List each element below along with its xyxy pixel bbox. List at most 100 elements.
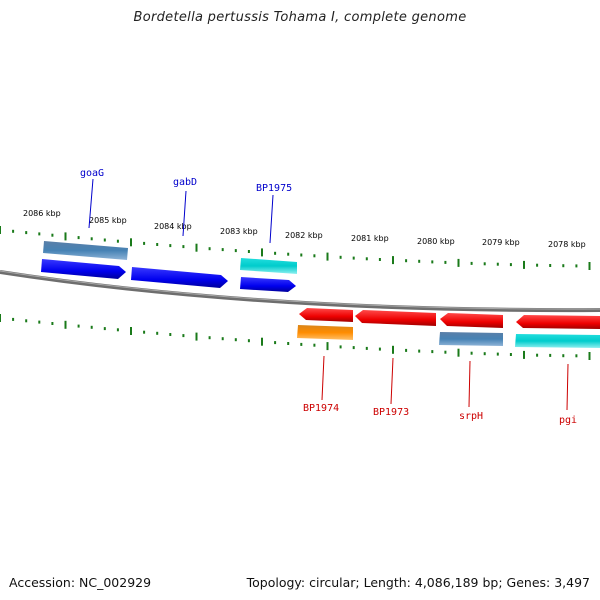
minor-tick [51, 322, 54, 325]
major-tick [392, 345, 394, 354]
minor-tick [143, 330, 146, 334]
minor-tick [103, 238, 106, 242]
minor-tick [116, 239, 119, 243]
cds-arrow-gabD[interactable] [131, 267, 228, 288]
gene-feature-pgi[interactable] [515, 334, 600, 348]
minor-tick [90, 325, 93, 329]
minor-tick [38, 320, 41, 324]
cds-arrow-BP1973[interactable] [355, 310, 436, 326]
major-tick [130, 238, 132, 247]
major-tick [64, 232, 67, 241]
cds-arrow-srpH[interactable] [440, 313, 503, 328]
major-tick [523, 350, 525, 359]
genome-backbone [0, 270, 600, 313]
kbp-label: 2086 kbp [23, 209, 61, 218]
gene-label-BP1975[interactable]: BP1975 [256, 183, 292, 194]
gene-label-srpH[interactable]: srpH [459, 411, 483, 422]
major-tick [0, 226, 1, 234]
minor-tick [575, 354, 578, 358]
minor-tick [77, 324, 80, 328]
minor-tick [378, 347, 381, 351]
kbp-label: 2080 kbp [417, 237, 455, 246]
minor-tick [156, 331, 159, 335]
major-tick [326, 342, 329, 351]
gene-label-gabD[interactable]: gabD [173, 177, 197, 188]
leader-line-srpH [468, 360, 471, 408]
minor-tick [339, 345, 342, 349]
major-tick [457, 258, 460, 267]
major-tick [457, 348, 460, 357]
forward-cds-arrows [41, 259, 296, 292]
lower-gene-features [297, 325, 600, 348]
gene-label-pgi[interactable]: pgi [559, 415, 577, 426]
major-tick [326, 252, 329, 261]
major-tick [195, 332, 198, 341]
minor-tick [483, 262, 486, 266]
kbp-label: 2084 kbp [154, 222, 192, 231]
minor-tick [247, 339, 250, 343]
minor-tick [90, 237, 93, 241]
leader-line-goaG [88, 178, 94, 229]
major-tick [261, 248, 263, 257]
minor-tick [418, 349, 421, 353]
minor-tick [247, 250, 250, 253]
upper-gene-features [43, 241, 297, 274]
minor-tick [300, 342, 303, 346]
minor-tick [287, 252, 290, 256]
minor-tick [25, 319, 28, 323]
minor-tick [77, 236, 80, 240]
gene-feature-srpH[interactable] [439, 332, 503, 346]
minor-tick [12, 317, 15, 321]
minor-tick [12, 229, 15, 233]
minor-tick [274, 251, 277, 255]
minor-tick [208, 336, 211, 340]
gene-label-BP1974[interactable]: BP1974 [303, 403, 339, 414]
major-tick [588, 352, 591, 360]
leader-line-pgi [566, 363, 569, 411]
minor-tick [444, 260, 447, 264]
gene-feature-BP1974[interactable] [297, 325, 353, 340]
major-tick [392, 256, 394, 265]
upper-tick-ring [0, 226, 591, 270]
minor-tick [509, 353, 512, 356]
minor-tick [116, 328, 119, 332]
leader-line-BP1974 [321, 355, 325, 401]
lower-tick-ring [0, 314, 591, 360]
gene-label-goaG[interactable]: goaG [80, 168, 104, 179]
minor-tick [509, 263, 512, 267]
cds-arrow-pgi[interactable] [516, 315, 600, 329]
kbp-labels: 2086 kbp 2085 kbp 2084 kbp 2083 kbp 2082… [23, 209, 586, 249]
minor-tick [365, 257, 368, 261]
gene-label-BP1973[interactable]: BP1973 [373, 407, 409, 418]
cds-arrow-BP1975[interactable] [240, 277, 296, 292]
cds-arrow-goaG[interactable] [41, 259, 126, 279]
minor-tick [562, 264, 565, 268]
minor-tick [169, 244, 172, 248]
minor-tick [208, 247, 211, 251]
cds-arrow-BP1974[interactable] [299, 308, 353, 322]
minor-tick [221, 337, 224, 341]
minor-tick [352, 346, 355, 350]
minor-tick [536, 263, 539, 267]
major-tick [0, 314, 1, 322]
minor-tick [156, 243, 159, 246]
major-tick [588, 262, 591, 270]
minor-tick [234, 249, 237, 253]
major-tick [130, 327, 132, 335]
minor-tick [405, 348, 408, 352]
minor-tick [549, 353, 552, 357]
kbp-label: 2083 kbp [220, 227, 258, 236]
minor-tick [444, 350, 447, 354]
gene-feature-goaG[interactable] [43, 241, 128, 260]
minor-tick [549, 264, 552, 267]
gene-feature-BP1975[interactable] [240, 258, 297, 274]
kbp-label: 2085 kbp [89, 216, 127, 225]
minor-tick [352, 256, 355, 260]
minor-tick [378, 258, 381, 261]
minor-tick [496, 352, 499, 356]
map-title: Bordetella pertussis Tohama I, complete … [133, 10, 467, 25]
minor-tick [287, 342, 290, 345]
minor-tick [470, 351, 473, 355]
leader-lines [88, 178, 569, 411]
minor-tick [51, 233, 54, 237]
